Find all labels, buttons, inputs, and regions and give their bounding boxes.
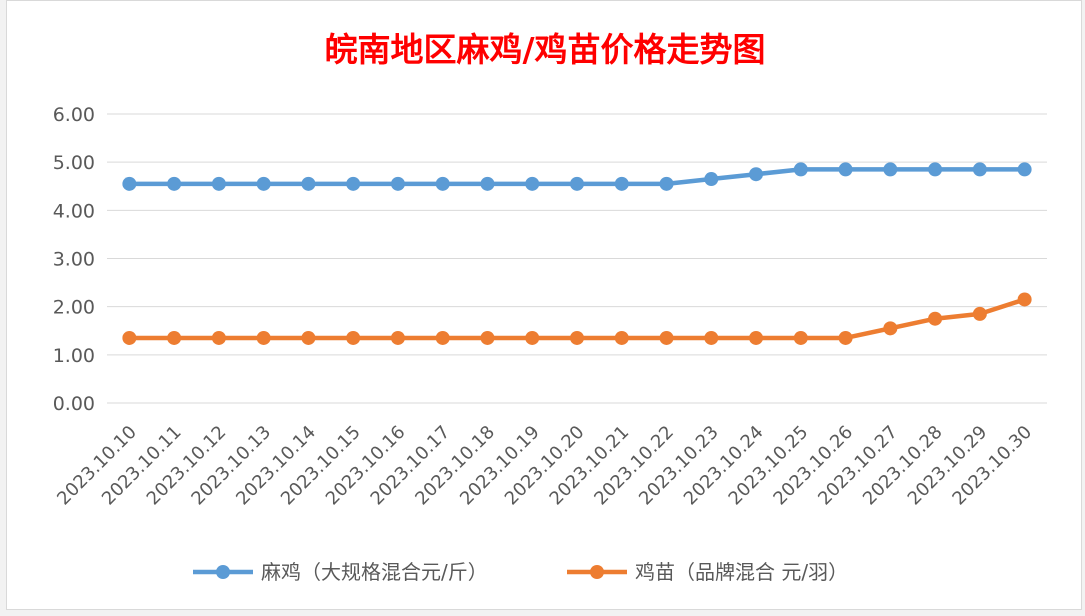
data-point-series-2 [838,330,853,345]
legend-label-1: 麻鸡（大规格混合元/斤） [261,560,488,584]
y-tick-label: 3.00 [53,249,95,271]
data-point-series-1 [838,162,853,177]
data-point-series-2 [480,330,495,345]
series-lines [122,162,1032,345]
data-point-series-1 [256,176,271,191]
legend-label-2: 鸡苗（品牌混合 元/羽） [635,560,848,584]
data-point-series-2 [659,330,674,345]
data-point-series-1 [570,176,584,191]
data-point-series-1 [435,176,450,191]
y-axis-tick-labels: 0.00 1.00 2.00 3.00 4.00 5.00 6.00 [53,104,95,415]
data-point-series-2 [704,330,719,345]
data-point-series-2 [749,330,764,345]
data-point-series-1 [301,176,316,191]
y-tick-label: 4.00 [53,200,95,222]
data-point-series-1 [928,162,943,177]
data-point-series-1 [122,176,137,191]
data-point-series-2 [122,330,137,345]
data-point-series-1 [211,176,226,191]
y-tick-label: 6.00 [53,104,95,126]
data-point-series-1 [346,176,361,191]
data-point-series-1 [525,176,540,191]
data-point-series-1 [1017,162,1032,177]
data-point-series-2 [525,330,540,345]
legend: 麻鸡（大规格混合元/斤） 鸡苗（品牌混合 元/羽） [193,560,848,584]
data-point-series-1 [793,162,808,177]
data-point-series-1 [659,176,674,191]
chart-title: 皖南地区麻鸡/鸡苗价格走势图 [324,30,765,69]
data-point-series-2 [435,330,450,345]
data-point-series-2 [570,330,584,345]
data-point-series-1 [972,162,987,177]
data-point-series-1 [704,172,719,187]
data-point-series-2 [211,330,226,345]
data-point-series-2 [972,306,987,321]
data-point-series-1 [614,176,629,191]
data-point-series-2 [167,330,182,345]
data-point-series-2 [1017,292,1032,307]
data-point-series-2 [793,330,808,345]
data-point-series-2 [390,330,405,345]
data-point-series-1 [480,176,495,191]
y-tick-label: 0.00 [53,393,95,415]
data-point-series-1 [390,176,405,191]
y-tick-label: 5.00 [53,152,95,174]
data-point-series-2 [614,330,629,345]
data-point-series-2 [883,321,898,336]
data-point-series-1 [167,176,182,191]
chart-area: 皖南地区麻鸡/鸡苗价格走势图 0.00 1.00 2.00 3.00 4.00 5.00 6… [6,0,1082,610]
legend-marker-2 [590,565,604,579]
data-point-series-1 [749,167,764,182]
gridlines [107,113,1047,404]
data-point-series-2 [301,330,316,345]
x-axis-tick-labels: 2023.10.102023.10.112023.10.122023.10.13… [53,422,1036,510]
y-tick-label: 1.00 [53,345,95,367]
data-point-series-2 [928,311,943,326]
data-point-series-2 [256,330,271,345]
line-chart: 皖南地区麻鸡/鸡苗价格走势图 0.00 1.00 2.00 3.00 4.00 5.00 6… [53,30,1047,584]
legend-marker-1 [216,565,230,579]
data-point-series-1 [883,162,898,177]
y-tick-label: 2.00 [53,297,95,319]
data-point-series-2 [346,330,361,345]
